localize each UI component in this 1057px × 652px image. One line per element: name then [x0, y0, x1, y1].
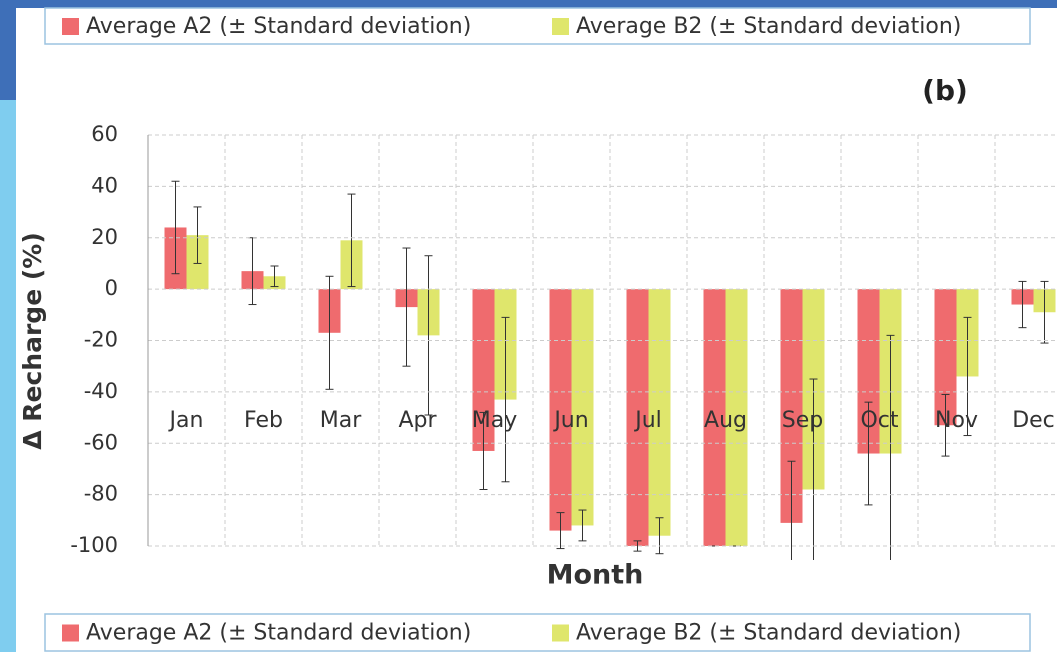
legend-label: Average A2 (± Standard deviation)	[86, 621, 471, 646]
y-tick-label: -100	[70, 533, 118, 557]
frame-left-dark	[0, 0, 16, 100]
x-tick-label: Mar	[320, 408, 362, 433]
chart-title: (b)	[922, 74, 968, 107]
x-tick-label: May	[472, 408, 517, 433]
legend-swatch	[62, 18, 79, 35]
bar	[549, 289, 572, 531]
y-tick-label: -40	[84, 379, 118, 403]
frame-top	[0, 0, 1057, 8]
legend-top	[44, 7, 1031, 45]
y-axis-label: Δ Recharge (%)	[18, 232, 47, 450]
x-tick-label: Nov	[935, 408, 978, 433]
x-tick-label: Oct	[860, 408, 898, 433]
x-tick-label: Sep	[782, 408, 823, 433]
bar	[648, 289, 671, 536]
bar	[703, 289, 726, 546]
bar	[934, 289, 957, 426]
x-tick-label: Feb	[244, 408, 283, 433]
frame-left-light	[0, 100, 16, 652]
y-tick-label: -80	[84, 482, 118, 506]
x-tick-label: Jan	[168, 408, 204, 433]
y-tick-label: 40	[91, 173, 118, 197]
legend-label: Average A2 (± Standard deviation)	[86, 14, 471, 39]
bar	[626, 289, 649, 546]
legend-bottom	[44, 613, 1031, 652]
legend-swatch	[62, 624, 79, 642]
y-tick-label: -60	[84, 430, 118, 454]
y-tick-label: -20	[84, 328, 118, 352]
x-tick-label: Jul	[633, 408, 662, 433]
x-axis-label: Month	[547, 560, 644, 591]
legend-swatch	[552, 624, 569, 642]
plot-area: Jan Feb Mar Apr May Jun Jul Aug Sep Oct Nov Dec	[164, 180, 1056, 560]
bar	[725, 289, 748, 546]
x-tick-label: Aug	[704, 408, 747, 433]
y-tick-label: 60	[91, 122, 118, 146]
legend-swatch	[552, 18, 569, 35]
y-tick-label: 0	[105, 276, 118, 300]
legend-label: Average B2 (± Standard deviation)	[576, 621, 961, 646]
x-tick-label: Dec	[1012, 408, 1055, 433]
x-tick-label: Jun	[552, 408, 588, 433]
y-tick-label: 20	[91, 225, 118, 249]
bar	[857, 289, 880, 454]
x-tick-label: Apr	[398, 408, 437, 433]
bar	[571, 289, 594, 526]
bar	[780, 289, 803, 523]
bar	[472, 289, 495, 451]
legend-label: Average B2 (± Standard deviation)	[576, 14, 961, 39]
